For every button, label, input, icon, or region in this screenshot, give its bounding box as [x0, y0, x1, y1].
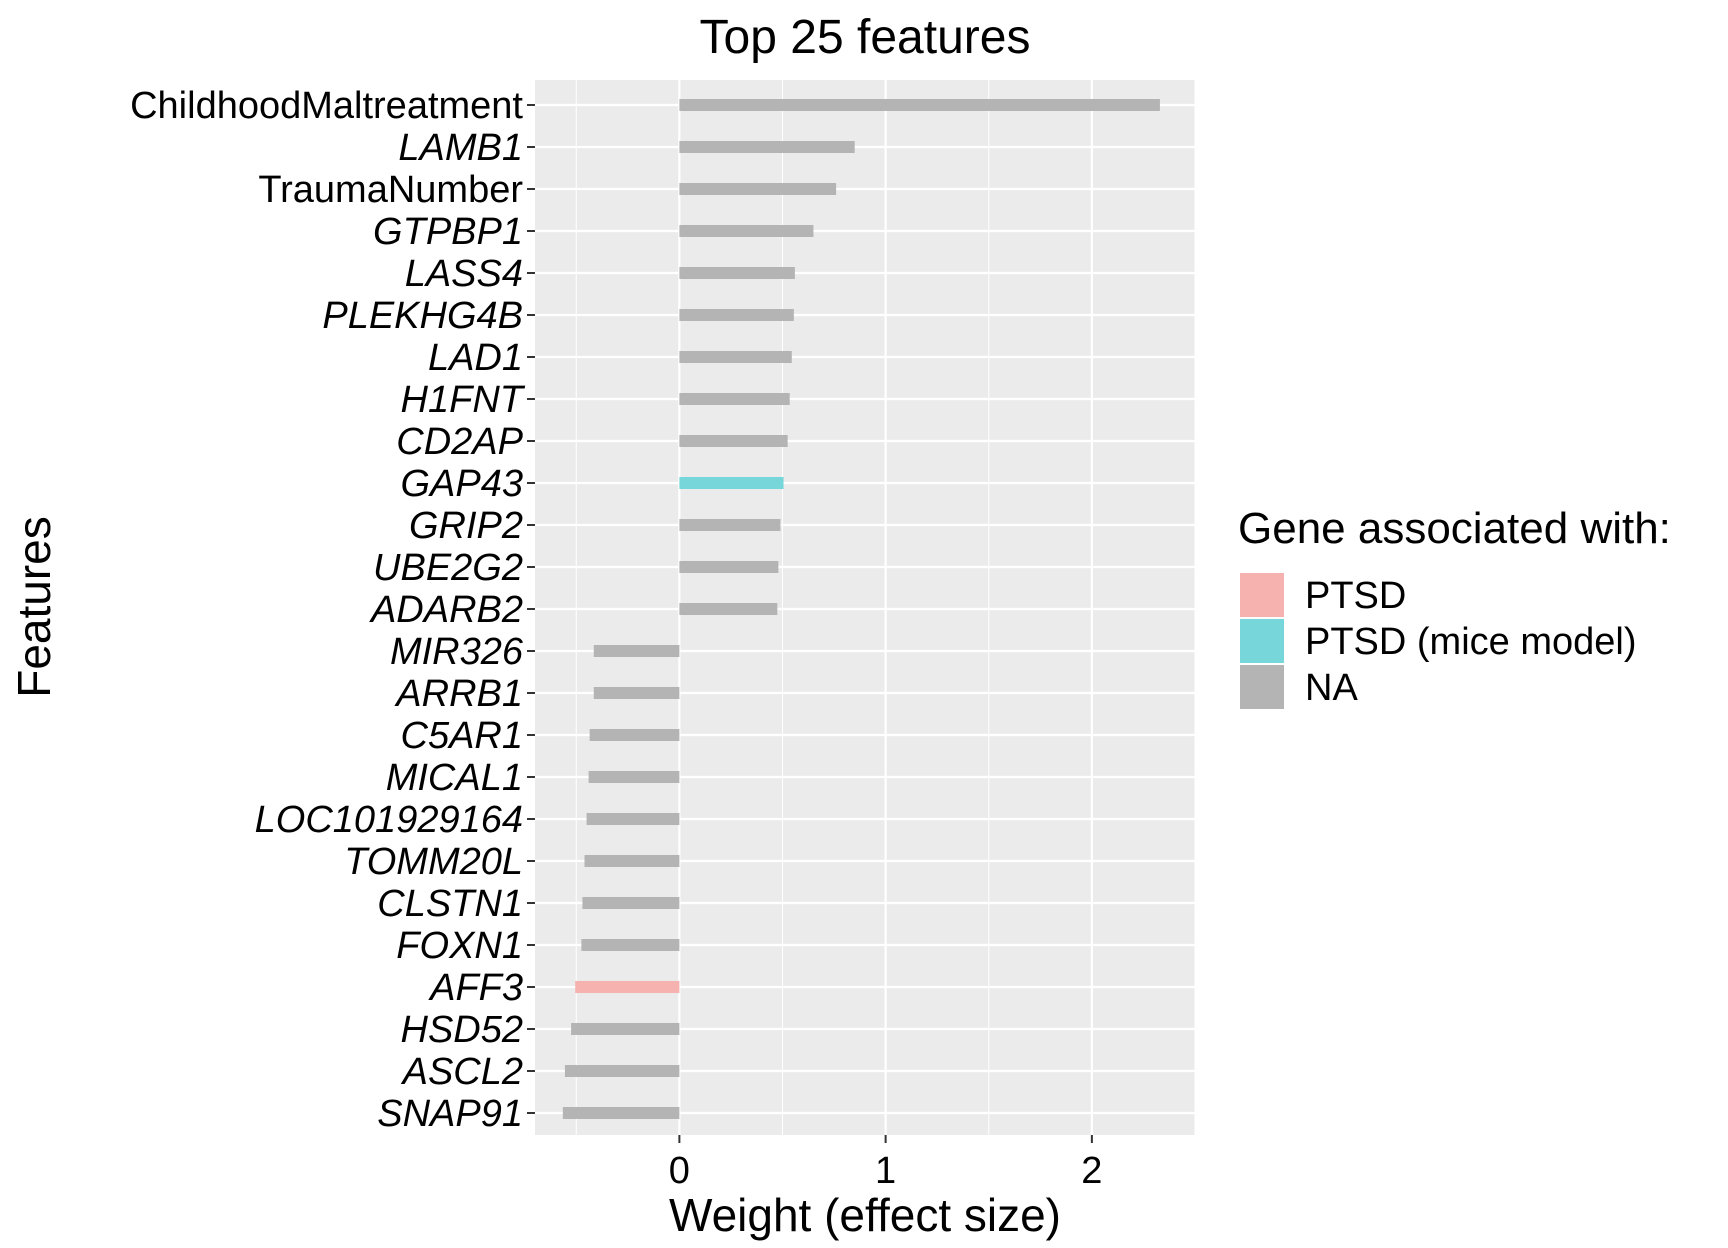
y-tick-label: ASCL2 [401, 1051, 523, 1093]
bar [679, 183, 837, 195]
y-axis-ticks: ChildhoodMaltreatmentLAMB1TraumaNumberGT… [130, 85, 535, 1135]
bar [589, 729, 680, 741]
x-tick-label: 2 [1081, 1150, 1102, 1192]
legend-swatch-ptsd [1240, 573, 1284, 617]
y-tick-label: CLSTN1 [377, 883, 523, 925]
y-tick-label: ADARB2 [369, 589, 523, 631]
bar [571, 1023, 680, 1035]
y-tick-label: GTPBP1 [373, 211, 523, 253]
legend-swatch-mice [1240, 619, 1284, 663]
y-tick-label: CD2AP [396, 421, 523, 463]
y-tick-label: SNAP91 [377, 1093, 523, 1135]
y-tick-label: HSD52 [401, 1009, 524, 1051]
x-tick-label: 1 [875, 1150, 896, 1192]
bar [679, 225, 814, 237]
legend-label-ptsd: PTSD [1305, 575, 1406, 617]
y-tick-label: GAP43 [400, 463, 523, 505]
bars [562, 99, 1160, 1119]
y-tick-label: H1FNT [401, 379, 526, 421]
y-tick-label: MICAL1 [386, 757, 523, 799]
bar [679, 477, 784, 489]
bar [564, 1065, 680, 1077]
bar [586, 813, 680, 825]
x-axis-title: Weight (effect size) [669, 1189, 1061, 1241]
y-tick-label: LOC101929164 [255, 799, 523, 841]
bar [575, 981, 680, 993]
bar [582, 897, 680, 909]
bar [679, 519, 781, 531]
chart-title: Top 25 features [700, 11, 1031, 64]
bar [679, 99, 1160, 111]
y-tick-label: MIR326 [390, 631, 524, 673]
plot-panel [535, 80, 1195, 1135]
legend-label-mice: PTSD (mice model) [1305, 621, 1637, 663]
bar [581, 939, 680, 951]
bar [584, 855, 680, 867]
bar [679, 267, 795, 279]
y-tick-label: LAD1 [428, 337, 523, 379]
bar [679, 351, 792, 363]
y-tick-label: LAMB1 [398, 127, 523, 169]
bar [679, 603, 778, 615]
bar [679, 435, 788, 447]
bar [593, 645, 680, 657]
x-axis-ticks: 0 1 2 [669, 1135, 1102, 1192]
y-tick-label: ChildhoodMaltreatment [130, 85, 523, 127]
grid-lines [535, 80, 1196, 1135]
y-tick-label: TraumaNumber [258, 169, 523, 211]
bar [679, 561, 779, 573]
y-tick-label: UBE2G2 [373, 547, 523, 589]
bar [562, 1107, 680, 1119]
legend-label-na: NA [1305, 667, 1358, 709]
bar [679, 393, 790, 405]
y-tick-label: C5AR1 [401, 715, 524, 757]
legend-title: Gene associated with: [1238, 504, 1671, 553]
y-tick-label: GRIP2 [409, 505, 523, 547]
y-tick-label: LASS4 [405, 253, 523, 295]
y-tick-label: ARRB1 [394, 673, 523, 715]
y-tick-label: PLEKHG4B [322, 295, 523, 337]
legend-swatch-na [1240, 665, 1284, 709]
bar [588, 771, 680, 783]
bar [593, 687, 680, 699]
x-tick-label: 0 [669, 1150, 690, 1192]
bar [679, 309, 794, 321]
y-tick-label: FOXN1 [396, 925, 523, 967]
bar [679, 141, 855, 153]
y-tick-label: AFF3 [428, 967, 523, 1009]
y-axis-title: Features [8, 516, 60, 698]
y-tick-label: TOMM20L [344, 841, 523, 883]
